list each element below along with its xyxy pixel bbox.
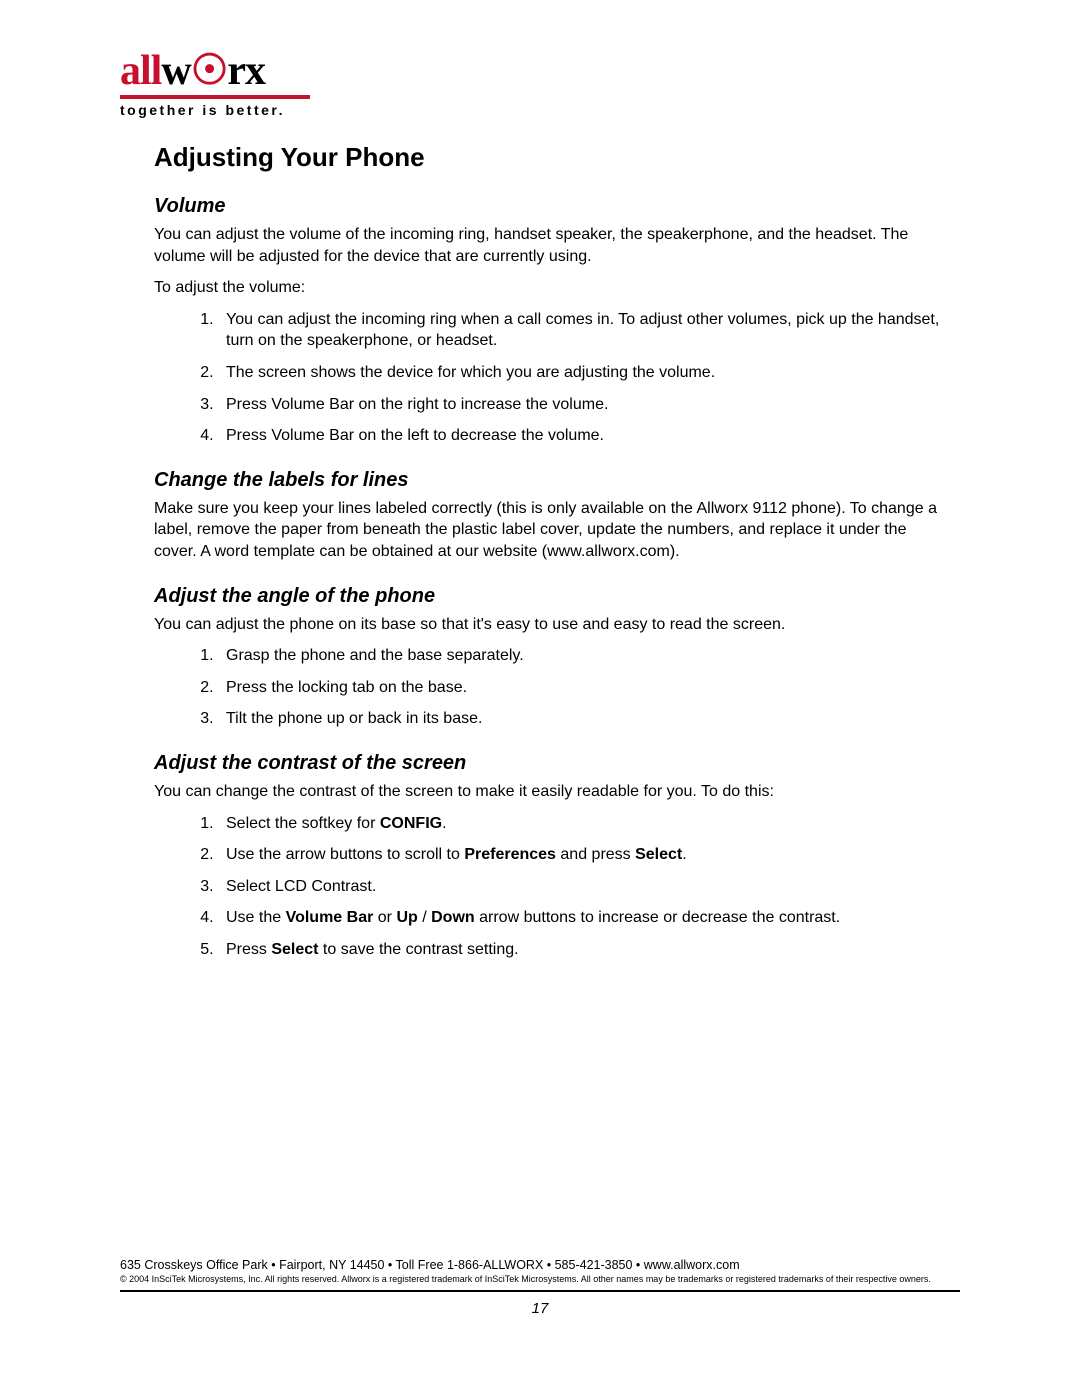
list-item: Press Select to save the contrast settin… <box>218 939 950 961</box>
list-item: Select LCD Contrast. <box>218 876 950 898</box>
text: to save the contrast setting. <box>318 941 518 958</box>
logo-text-red: all <box>120 48 161 94</box>
section-heading-angle: Adjust the angle of the phone <box>154 585 950 608</box>
page-title: Adjusting Your Phone <box>154 142 950 173</box>
page-number: 17 <box>120 1300 960 1317</box>
text: / <box>418 909 431 926</box>
list-item: The screen shows the device for which yo… <box>218 362 950 384</box>
logo-block: allw☉rx together is better. <box>120 50 960 118</box>
logo-brand: allw☉rx <box>120 50 960 92</box>
section-heading-contrast: Adjust the contrast of the screen <box>154 752 950 775</box>
list-item: Grasp the phone and the base separately. <box>218 645 950 667</box>
ordered-list-contrast: Select the softkey for CONFIG. Use the a… <box>154 813 950 961</box>
text: . <box>682 846 686 863</box>
list-item: Press Volume Bar on the left to decrease… <box>218 425 950 447</box>
list-item: Use the arrow buttons to scroll to Prefe… <box>218 844 950 866</box>
text: Use the <box>226 909 286 926</box>
footer-legal: © 2004 InSciTek Microsystems, Inc. All r… <box>120 1274 960 1284</box>
paragraph: You can adjust the volume of the incomin… <box>154 224 950 267</box>
text-bold: Up <box>396 909 417 926</box>
logo-text-black2: rx <box>227 48 265 94</box>
text: Use the arrow buttons to scroll to <box>226 846 464 863</box>
list-item: Press the locking tab on the base. <box>218 677 950 699</box>
document-page: allw☉rx together is better. Adjusting Yo… <box>0 0 1080 1397</box>
section-heading-volume: Volume <box>154 195 950 218</box>
text: and press <box>556 846 635 863</box>
logo-tagline: together is better. <box>120 102 960 118</box>
paragraph: Make sure you keep your lines labeled co… <box>154 498 950 563</box>
text: . <box>442 815 446 832</box>
list-item: Use the Volume Bar or Up / Down arrow bu… <box>218 907 950 929</box>
text-bold: Select <box>635 846 682 863</box>
logo-text-red2: ☉ <box>191 48 228 94</box>
footer-rule <box>120 1290 960 1292</box>
text-bold: Down <box>431 909 475 926</box>
text-bold: CONFIG <box>380 815 442 832</box>
list-item: Tilt the phone up or back in its base. <box>218 708 950 730</box>
text-bold: Preferences <box>464 846 556 863</box>
paragraph: To adjust the volume: <box>154 277 950 299</box>
text-bold: Volume Bar <box>286 909 374 926</box>
list-item: Press Volume Bar on the right to increas… <box>218 394 950 416</box>
paragraph: You can adjust the phone on its base so … <box>154 614 950 636</box>
section-heading-labels: Change the labels for lines <box>154 469 950 492</box>
text-bold: Select <box>271 941 318 958</box>
list-item: Select the softkey for CONFIG. <box>218 813 950 835</box>
logo-underline <box>120 95 310 99</box>
ordered-list-angle: Grasp the phone and the base separately.… <box>154 645 950 730</box>
text: Press <box>226 941 271 958</box>
text: Select the softkey for <box>226 815 380 832</box>
content-area: Adjusting Your Phone Volume You can adju… <box>154 142 950 960</box>
logo-text-black: w <box>161 48 190 94</box>
footer-address: 635 Crosskeys Office Park • Fairport, NY… <box>120 1258 960 1272</box>
paragraph: You can change the contrast of the scree… <box>154 781 950 803</box>
text: arrow buttons to increase or decrease th… <box>475 909 841 926</box>
text: or <box>373 909 396 926</box>
page-footer: 635 Crosskeys Office Park • Fairport, NY… <box>120 1258 960 1317</box>
ordered-list-volume: You can adjust the incoming ring when a … <box>154 309 950 447</box>
list-item: You can adjust the incoming ring when a … <box>218 309 950 352</box>
